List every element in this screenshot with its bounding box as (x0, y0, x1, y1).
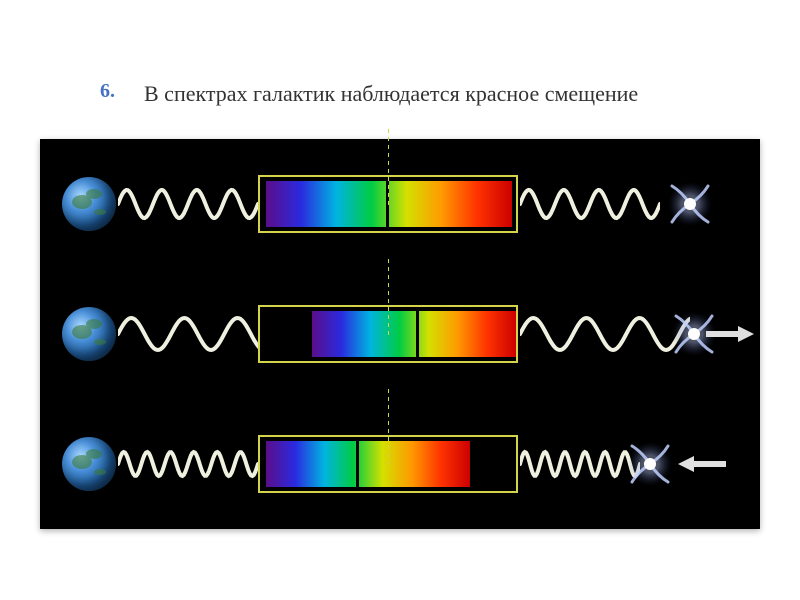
diagram-row-redshift (40, 269, 760, 399)
wave-right (520, 314, 690, 354)
arrow-right-icon (706, 326, 754, 342)
galaxy-icon (664, 178, 716, 230)
reference-marker (388, 389, 389, 467)
galaxy-icon (624, 438, 676, 490)
wave-left (118, 184, 258, 224)
title-area: 6. В спектрах галактик наблюдается красн… (0, 0, 800, 129)
earth-icon (62, 307, 116, 361)
wave-right (520, 184, 660, 224)
bullet-number: 6. (100, 80, 124, 103)
spectrum-gradient (266, 441, 470, 487)
spectrum-gradient (312, 311, 516, 357)
title-text: В спектрах галактик наблюдается красное … (144, 80, 638, 109)
diagram-row-blueshift (40, 399, 760, 529)
spectrum-gradient (266, 181, 512, 227)
wave-right (520, 444, 640, 484)
reference-marker (388, 129, 389, 207)
earth-icon (62, 177, 116, 231)
arrow-left-icon (678, 456, 726, 472)
wave-left (118, 444, 258, 484)
diagram-row-stationary (40, 139, 760, 269)
absorption-line (416, 311, 419, 357)
redshift-diagram (40, 139, 760, 529)
reference-marker (388, 259, 389, 337)
earth-icon (62, 437, 116, 491)
absorption-line (356, 441, 359, 487)
